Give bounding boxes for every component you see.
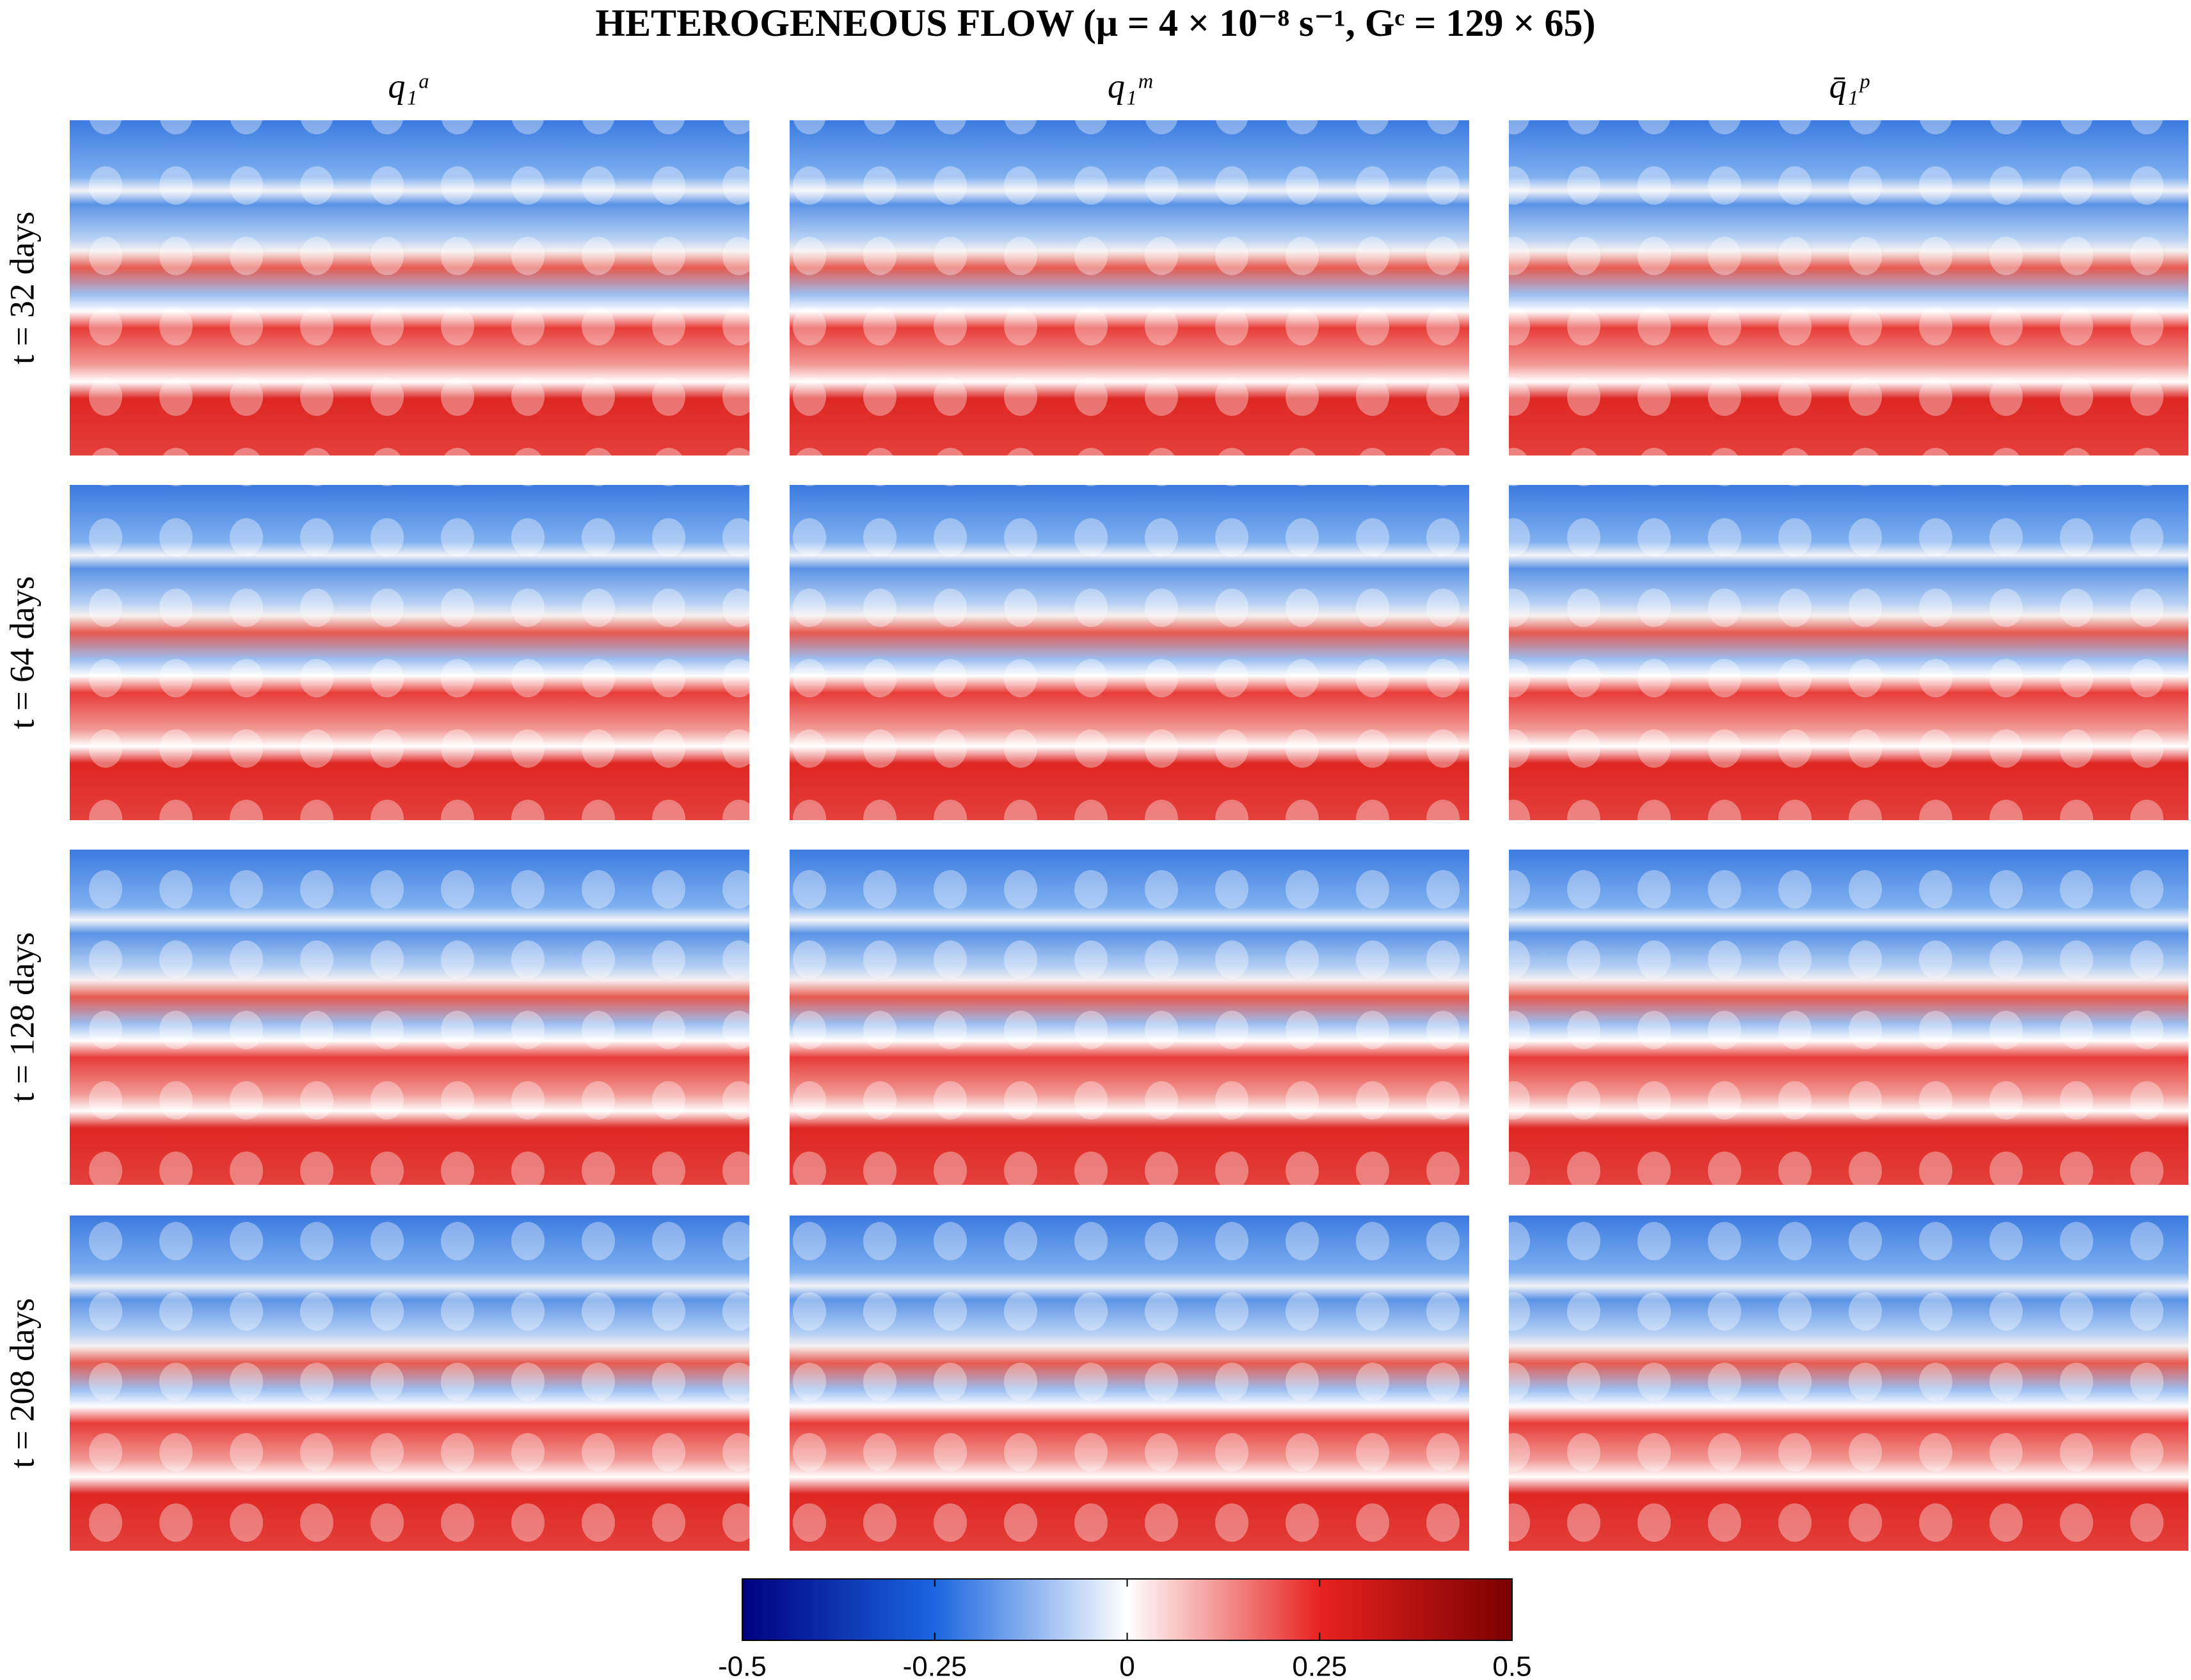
field-texture — [1509, 1216, 2188, 1551]
row-label: t = 128 days — [3, 932, 41, 1102]
panels — [70, 120, 2188, 1551]
colorbar-tick-label: 0.5 — [1492, 1651, 1531, 1680]
field-texture — [1509, 485, 2188, 820]
column-label: q₁ᵐ — [1108, 67, 1153, 105]
colorbar-tick-label: -0.5 — [718, 1651, 767, 1680]
column-label: q₁ᵃ — [388, 67, 431, 105]
field-texture — [70, 1216, 749, 1551]
row-label: t = 64 days — [3, 576, 41, 729]
field-texture — [70, 485, 749, 820]
field-texture — [790, 1216, 1469, 1551]
row-label: t = 208 days — [3, 1298, 41, 1468]
colorbar — [742, 1578, 1513, 1641]
chart-title: HETEROGENEOUS FLOW (μ = 4 × 10⁻⁸ s⁻¹, Gᶜ… — [595, 2, 1595, 44]
field-texture — [1509, 120, 2188, 456]
colorbar-tick-label: 0.25 — [1292, 1651, 1347, 1680]
column-label: q̄₁ᵖ — [1829, 67, 1870, 105]
field-texture — [70, 850, 749, 1185]
field-texture — [70, 120, 749, 456]
field-texture — [790, 850, 1469, 1185]
colorbar-tick-label: 0 — [1119, 1651, 1135, 1680]
field-texture — [1509, 850, 2188, 1185]
row-label: t = 32 days — [3, 212, 41, 365]
field-texture — [790, 485, 1469, 820]
field-texture — [790, 120, 1469, 456]
colorbar-tick-label: -0.25 — [903, 1651, 967, 1680]
